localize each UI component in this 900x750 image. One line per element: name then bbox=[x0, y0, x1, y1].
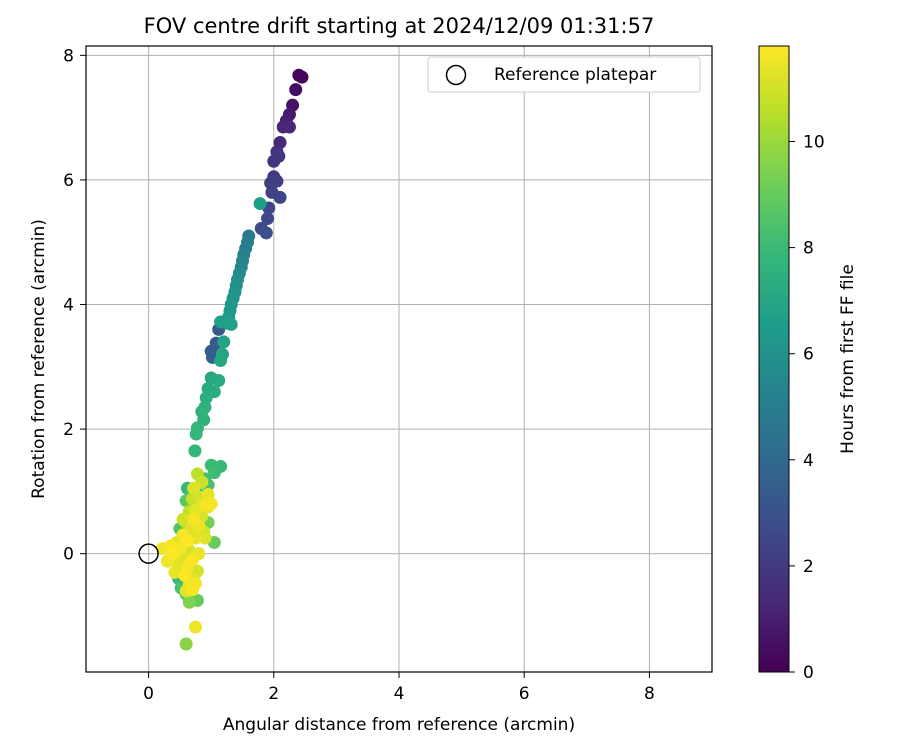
colorbar-tick-label: 0 bbox=[803, 663, 814, 683]
y-tick-label: 0 bbox=[63, 545, 74, 565]
data-point bbox=[295, 70, 309, 84]
x-tick-label: 2 bbox=[268, 684, 279, 704]
reference-platepar-marker bbox=[138, 543, 159, 564]
data-point bbox=[217, 335, 231, 349]
data-point bbox=[185, 583, 199, 597]
data-point bbox=[189, 620, 203, 634]
data-point bbox=[272, 149, 286, 163]
colorbar-tick-label: 8 bbox=[803, 239, 814, 259]
data-point bbox=[253, 197, 267, 211]
data-point bbox=[180, 534, 194, 548]
data-point bbox=[224, 317, 238, 331]
grid-lines bbox=[86, 46, 712, 672]
x-tick-label: 8 bbox=[644, 684, 655, 704]
data-point bbox=[179, 637, 193, 651]
data-point bbox=[178, 568, 192, 582]
data-point bbox=[168, 565, 182, 579]
data-point bbox=[261, 212, 275, 226]
x-tick-label: 6 bbox=[519, 684, 530, 704]
colorbar-label: Hours from first FF file bbox=[838, 264, 858, 454]
y-axis-label: Rotation from reference (arcmin) bbox=[29, 219, 49, 499]
legend-box bbox=[427, 56, 701, 93]
data-point bbox=[176, 512, 190, 526]
legend-reference-marker bbox=[445, 64, 467, 86]
data-point bbox=[214, 354, 228, 368]
data-point bbox=[187, 512, 201, 526]
data-point bbox=[273, 190, 287, 204]
x-tick-label: 4 bbox=[394, 684, 405, 704]
y-tick-label: 6 bbox=[63, 171, 74, 191]
legend-entry-label: Reference platepar bbox=[494, 65, 656, 85]
colorbar-tick-label: 10 bbox=[803, 132, 825, 152]
data-point bbox=[189, 427, 203, 441]
data-point bbox=[270, 174, 284, 188]
chart-title: FOV centre drift starting at 2024/12/09 … bbox=[144, 14, 655, 38]
colorbar-tick-label: 4 bbox=[803, 451, 814, 471]
colorbar bbox=[758, 45, 790, 673]
data-point bbox=[182, 595, 196, 609]
y-tick-label: 2 bbox=[63, 420, 74, 440]
data-point bbox=[282, 120, 296, 134]
data-point bbox=[188, 444, 202, 458]
y-tick-label: 4 bbox=[63, 295, 74, 315]
legend: Reference platepar bbox=[427, 56, 701, 93]
data-point bbox=[214, 315, 228, 329]
x-tick-label: 0 bbox=[143, 684, 154, 704]
data-point bbox=[167, 547, 181, 561]
colorbar-tick-label: 6 bbox=[803, 345, 814, 365]
data-point bbox=[187, 481, 201, 495]
data-point bbox=[259, 226, 273, 240]
data-point bbox=[212, 373, 226, 387]
x-axis-ticks: 0 2 4 6 8 bbox=[143, 672, 655, 704]
x-axis-label: Angular distance from reference (arcmin) bbox=[223, 715, 575, 735]
data-points bbox=[155, 68, 309, 651]
data-point bbox=[204, 497, 218, 511]
colorbar-tick-label: 2 bbox=[803, 557, 814, 577]
data-point bbox=[207, 466, 221, 480]
reference-marker-group bbox=[138, 543, 159, 564]
data-point bbox=[289, 83, 303, 97]
colorbar-ticks: 0 2 4 6 8 10 bbox=[789, 132, 825, 683]
y-axis-ticks: 0 2 4 6 8 bbox=[63, 46, 86, 565]
data-point bbox=[198, 531, 212, 545]
data-point bbox=[185, 553, 199, 567]
y-tick-label: 8 bbox=[63, 46, 74, 66]
